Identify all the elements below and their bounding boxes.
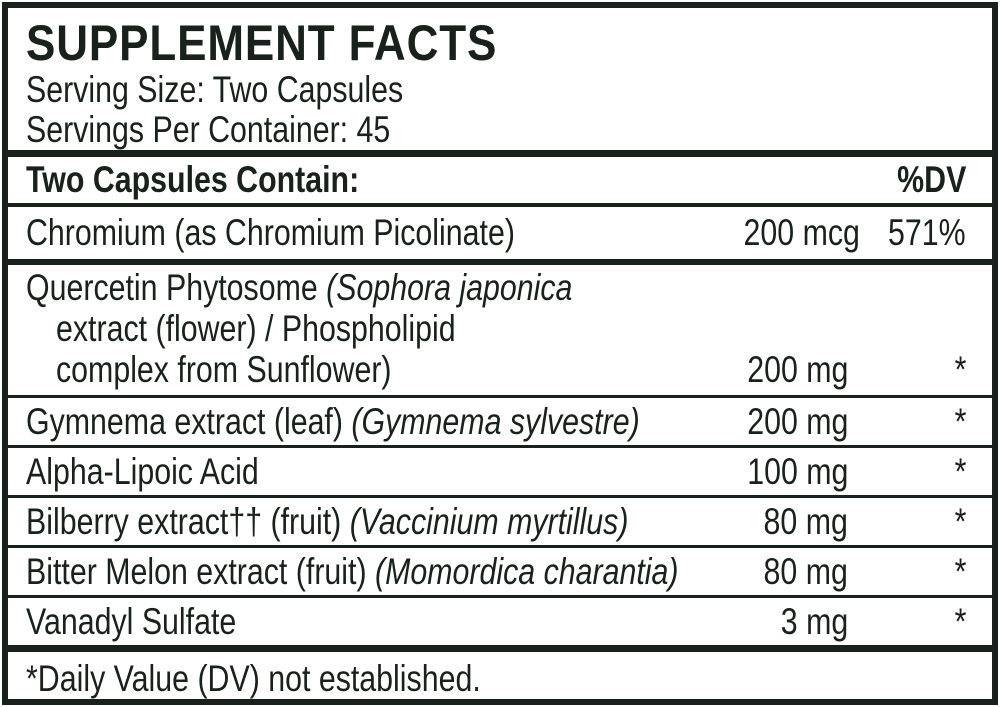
page-title-text: SUPPLEMENT FACTS (26, 15, 498, 71)
panel-header: SUPPLEMENT FACTS Serving Size: Two Capsu… (8, 8, 992, 150)
divider-after-servings (8, 150, 992, 157)
ingredient-row: Alpha-Lipoic Acid 100 mg * (8, 448, 992, 495)
ingredient-dv: 571% (888, 212, 966, 253)
ingredient-name-line: Gymnema extract (leaf) (Gymnema sylvestr… (26, 401, 718, 443)
ingredient-name-text: complex from Sunflower) (56, 349, 392, 390)
ingredient-name: Chromium (as Chromium Picolinate) (26, 212, 718, 254)
ingredient-row: Bitter Melon extract (fruit) (Momordica … (8, 548, 992, 595)
ingredient-name: Vanadyl Sulfate (26, 601, 718, 643)
ingredient-name-text: Gymnema extract (leaf) (26, 400, 352, 442)
footnote-row: *Daily Value (DV) not established. (8, 652, 992, 699)
page-title: SUPPLEMENT FACTS (26, 16, 974, 70)
table-header-row: Two Capsules Contain: %DV (8, 157, 992, 203)
divider-after-header (8, 203, 992, 207)
ingredient-row: Gymnema extract (leaf) (Gymnema sylvestr… (8, 398, 992, 445)
ingredient-row: Vanadyl Sulfate 3 mg * (8, 598, 992, 645)
ingredient-name-line: Chromium (as Chromium Picolinate) (26, 212, 718, 254)
divider (8, 495, 992, 498)
ingredient-name-text: Alpha-Lipoic Acid (26, 450, 259, 492)
ingredient-name: Alpha-Lipoic Acid (26, 451, 718, 493)
botanical-name: (Momordica charantia) (374, 550, 679, 592)
ingredient-dv: * (954, 550, 966, 592)
ingredient-name-text: Bitter Melon extract (fruit) (26, 550, 375, 592)
ingredient-amount: 200 mg (746, 349, 848, 390)
ingredient-name-line: Quercetin Phytosome (Sophora japonica (26, 267, 718, 308)
ingredient-amount: 100 mg (746, 450, 848, 492)
botanical-name: (Sophora japonica (326, 267, 573, 308)
ingredient-name-text: Vanadyl Sulfate (26, 600, 237, 642)
ingredient-dv: * (954, 349, 966, 390)
divider (8, 545, 992, 548)
serving-size-line: Serving Size: Two Capsules (26, 70, 974, 110)
column-header-dv: %DV (896, 159, 966, 200)
ingredient-name-line: Bilberry extract†† (fruit) (Vaccinium my… (26, 501, 718, 543)
divider (8, 259, 992, 265)
ingredient-dv: * (954, 600, 966, 642)
ingredient-name-line: Vanadyl Sulfate (26, 601, 718, 643)
serving-size-text: Serving Size: Two Capsules (26, 69, 404, 110)
ingredient-amount: 3 mg (780, 600, 848, 642)
ingredient-name-line: Alpha-Lipoic Acid (26, 451, 718, 493)
ingredient-name-text: extract (flower) / Phospholipid (56, 308, 456, 349)
ingredient-row: Quercetin Phytosome (Sophora japonica ext… (8, 265, 992, 395)
servings-per-container-text: Servings Per Container: 45 (26, 109, 391, 150)
ingredient-dv: * (954, 400, 966, 442)
ingredient-amount: 80 mg (763, 500, 848, 542)
ingredient-name-text: Quercetin Phytosome (26, 267, 327, 308)
ingredient-name: Bitter Melon extract (fruit) (Momordica … (26, 551, 718, 593)
ingredient-name-text: Chromium (as Chromium Picolinate) (26, 212, 515, 253)
divider (8, 445, 992, 448)
botanical-name: (Vaccinium myrtillus) (349, 500, 629, 542)
daily-value-footnote: *Daily Value (DV) not established. (26, 658, 481, 699)
ingredient-row: Chromium (as Chromium Picolinate) 200 mcg… (8, 207, 992, 259)
ingredient-dv: * (954, 450, 966, 492)
ingredient-dv: * (954, 500, 966, 542)
divider (8, 595, 992, 598)
ingredient-name-line: extract (flower) / Phospholipid (26, 308, 718, 349)
ingredient-rows: Chromium (as Chromium Picolinate) 200 mcg… (8, 207, 992, 652)
ingredient-amount: 200 mg (746, 400, 848, 442)
divider (8, 645, 992, 652)
ingredient-name: Bilberry extract†† (fruit) (Vaccinium my… (26, 501, 718, 543)
botanical-name: (Gymnema sylvestre) (351, 400, 640, 442)
ingredient-row: Bilberry extract†† (fruit) (Vaccinium my… (8, 498, 992, 545)
column-header-contains: Two Capsules Contain: (26, 159, 360, 200)
ingredient-name-line: Bitter Melon extract (fruit) (Momordica … (26, 551, 718, 593)
ingredient-amount: 80 mg (763, 550, 848, 592)
servings-per-container-line: Servings Per Container: 45 (26, 110, 974, 150)
ingredient-name: Gymnema extract (leaf) (Gymnema sylvestr… (26, 401, 718, 443)
ingredient-amount: 200 mcg (743, 212, 860, 253)
ingredient-name-text: Bilberry extract†† (fruit) (26, 500, 350, 542)
ingredient-name-line: complex from Sunflower) (26, 349, 718, 390)
divider (8, 395, 992, 398)
ingredient-name: Quercetin Phytosome (Sophora japonica ext… (26, 267, 718, 390)
